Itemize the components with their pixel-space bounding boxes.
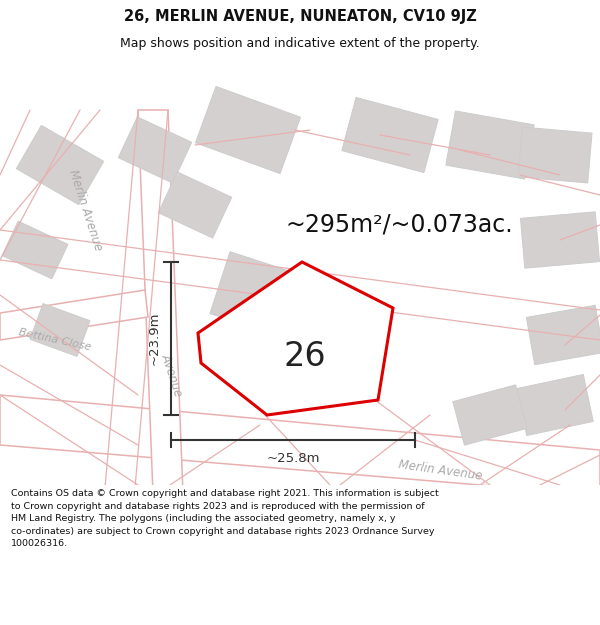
Polygon shape xyxy=(2,221,68,279)
Polygon shape xyxy=(453,385,527,445)
Polygon shape xyxy=(158,172,232,238)
Polygon shape xyxy=(446,111,534,179)
Polygon shape xyxy=(518,127,592,183)
Text: Map shows position and indicative extent of the property.: Map shows position and indicative extent… xyxy=(120,38,480,51)
Polygon shape xyxy=(342,98,438,172)
Text: Avenue: Avenue xyxy=(159,352,185,398)
Text: Merlin Avenue: Merlin Avenue xyxy=(66,168,104,252)
Polygon shape xyxy=(118,117,191,183)
Polygon shape xyxy=(210,252,306,338)
Text: 26, MERLIN AVENUE, NUNEATON, CV10 9JZ: 26, MERLIN AVENUE, NUNEATON, CV10 9JZ xyxy=(124,9,476,24)
Polygon shape xyxy=(0,395,600,495)
Polygon shape xyxy=(138,110,185,545)
Polygon shape xyxy=(16,126,104,204)
Polygon shape xyxy=(526,305,600,365)
Text: ~25.8m: ~25.8m xyxy=(266,452,320,465)
Text: ~295m²/~0.073ac.: ~295m²/~0.073ac. xyxy=(285,213,512,237)
Polygon shape xyxy=(198,262,393,415)
Polygon shape xyxy=(196,86,301,174)
Polygon shape xyxy=(520,212,599,268)
Text: 26: 26 xyxy=(284,341,326,373)
Polygon shape xyxy=(517,374,593,436)
Polygon shape xyxy=(0,290,148,340)
Text: Contains OS data © Crown copyright and database right 2021. This information is : Contains OS data © Crown copyright and d… xyxy=(11,489,439,548)
Text: Bettina Close: Bettina Close xyxy=(18,328,92,352)
Text: ~23.9m: ~23.9m xyxy=(148,312,161,365)
Text: Merlin Avenue: Merlin Avenue xyxy=(397,458,483,482)
Polygon shape xyxy=(30,304,90,356)
